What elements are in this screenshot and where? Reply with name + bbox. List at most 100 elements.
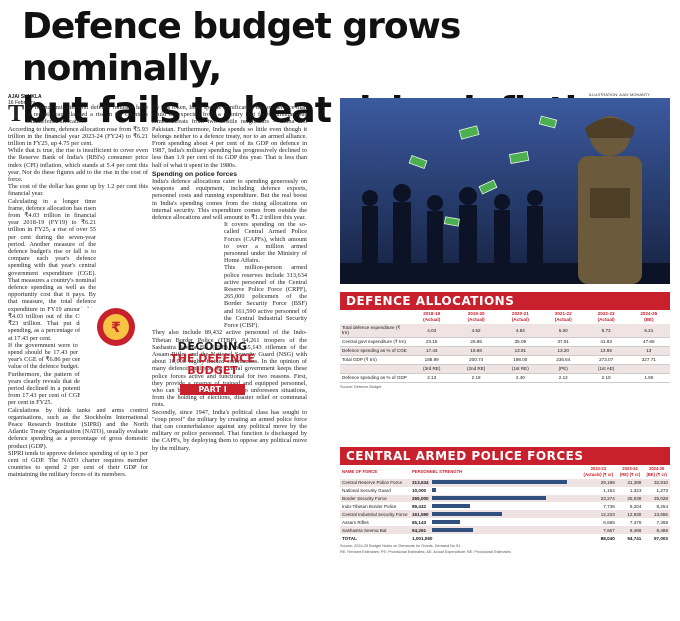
force-name: Border Security Force [342,495,387,501]
table-cell: 7,667 [603,527,615,533]
force-name: Assam Rifles [342,519,369,525]
column-header: 2024-25 (BE) [640,311,658,322]
table-row: Total GDP (₹ trn) 188.99 200.74 198.00 236.6… [340,356,670,365]
paragraph: If the government were to conclude that … [8,341,148,371]
strength-bar [432,488,437,493]
table-row: Central Reserve Police Force 313,634 29,19… [340,478,670,487]
total-row: TOTAL 1,001,060 88,040 94,741 97,003 [340,534,670,542]
table-cell: 1,323 [629,487,642,493]
paragraph: India's defence allocations cater to spe… [152,178,307,222]
force-name: Indo-Tibetan Border Police [342,503,397,509]
table-cell: 13.65 [600,348,612,354]
table-cell: 12,930 [627,511,642,517]
table-cell: 200.74 [469,357,484,363]
rupee-coin-icon: ₹ [97,308,135,346]
strength-cell: 10,000 [410,487,580,495]
row-label: Defence spending as % of GDP [342,375,407,381]
table-cell: 2.12 [558,375,568,381]
table-cell: 2.40 [515,375,525,381]
table-cell: 7,376 [629,519,642,525]
subheading: Spending on police forces [152,170,237,178]
table-cell: 1,152 [603,487,615,493]
table-row: National Security Guard 10,000 1,152 1,323 1… [340,487,670,495]
total-cell: 88,040 [600,535,615,541]
table-row: Border Security Force 265,000 23,274 25,039… [340,494,670,503]
strength-bar [432,480,567,485]
table-cell: 13,656 [653,511,668,517]
strength-value: 89,432 [412,503,427,509]
paragraph: The cost of the dollar has gone up by 1.… [8,183,148,198]
table-cell: 327.71 [641,357,656,363]
paragraph: Secondly, since 1947, India's political … [152,408,307,452]
table-cell: 4.52 [471,327,481,333]
table-cell [628,365,670,374]
table-cell: 47.65 [643,339,655,345]
table-cell: 6.21 [644,327,654,333]
table-cell: 188.99 [424,357,439,363]
row-label: Central govt expenditure (₹ trn) [342,339,406,345]
table-cell: 8,486 [656,527,669,533]
strength-cell: 161,590 [410,510,580,518]
table-cell: 23.15 [425,339,438,345]
table-cell: 32,810 [653,479,668,485]
table-source: Source: 2024-25 Budget Notes on Demands … [340,544,461,549]
strength-value: 265,000 [412,495,429,501]
table-cell: 273.07 [599,357,614,363]
table-cell: 6,665 [603,519,615,525]
capf-table: CENTRAL ARMED POLICE FORCES NAME OF FORC… [340,447,670,554]
table-row: Defence spending as % of GDP 2.13 2.18 2.40… [340,374,670,383]
date: 16 February [8,100,35,106]
soldiers-illustration [340,98,670,284]
table-cell: (1st RE) [511,366,529,372]
table-cell: 31,389 [627,479,642,485]
table-cell: 7,368 [656,519,669,525]
series-part-badge: PART I [180,384,245,395]
strength-cell: 94,261 [410,526,580,534]
force-name: Central Industrial Security Force [342,511,408,517]
total-cell: 94,741 [627,535,642,541]
column-header: 2021-22 (Actual) [554,311,572,322]
column-header [340,310,410,324]
paragraph: SIPRI tends to approve defence spending … [8,449,148,479]
series-title: DECODING THE DEFENCE BUDGET PART I [150,336,275,406]
table-cell: 35.09 [514,339,527,345]
series-line-2: THE DEFENCE [170,352,255,365]
table-cell: 29,198 [600,479,615,485]
force-name: National Security Guard [342,487,391,493]
strength-cell: 313,634 [410,479,580,487]
table-cell: 236.64 [556,357,571,363]
table-source: Source: Defence Budget [340,384,382,389]
column-header: 2020-21 (Actual) [511,311,529,322]
row-label: Total defence expenditure (₹ trn) [342,324,401,336]
column-header: NAME OF FORCE [342,468,378,474]
paragraph: Furthermore, the pattern of CGE over the… [8,370,148,407]
table-cell: 25,028 [653,495,668,501]
table-cell: 26.86 [470,339,482,345]
table-cell: 4.03 [427,327,437,333]
table-cell: 2.10 [601,375,611,381]
table-cell: 1.90 [644,375,654,381]
table-row: Indo-Tibetan Border Police 89,432 7,736 8,2… [340,502,670,510]
table-title: CENTRAL ARMED POLICE FORCES [340,447,670,465]
drop-cap: T [8,101,25,127]
series-logo: ₹ [80,308,152,408]
table-cell: (3rd RE) [423,366,441,372]
series-line-1: DECODING [177,340,248,353]
article-column-2: By this token, India spends significantl… [152,104,307,452]
table-cell: 8,254 [656,503,669,509]
table-row: Defence spending as % of CGE 17.43 16.86 13… [340,346,670,356]
table-cell: 8,204 [629,503,642,509]
column-header: 2018-19 (Actual) [423,311,441,322]
strength-value: 65,143 [412,519,427,525]
row-label: Defence spending as % of CGE [342,348,407,354]
row-label [340,365,410,374]
column-header: 2019-20 (Actual) [467,311,485,322]
paragraph: Calculating in a longer time frame, defe… [8,197,96,342]
strength-bar [432,527,473,532]
table-cell: 17.43 [425,348,438,354]
table-row: Assam Rifles 65,143 6,665 7,376 7,368 [340,518,670,526]
table-row: Sashastra Seema Bal 94,261 7,667 8,486 8,486 [340,526,670,535]
total-cell: TOTAL [342,535,357,541]
row-label: Total GDP (₹ trn) [342,357,377,363]
